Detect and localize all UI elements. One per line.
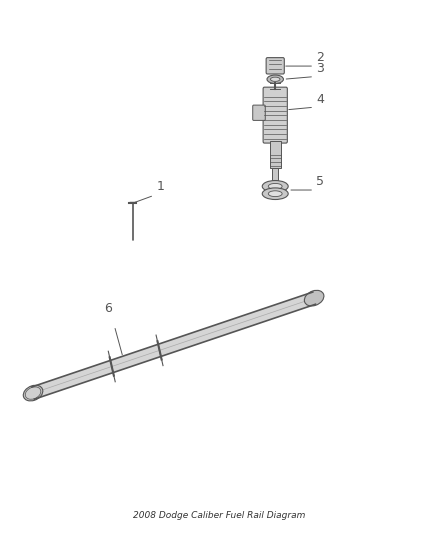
Ellipse shape (23, 385, 43, 401)
FancyBboxPatch shape (253, 105, 265, 120)
Ellipse shape (268, 191, 282, 197)
Ellipse shape (304, 290, 324, 306)
Text: 2: 2 (316, 52, 324, 64)
Text: 5: 5 (316, 175, 324, 189)
Text: 4: 4 (316, 93, 324, 106)
Text: 1: 1 (156, 180, 164, 192)
Text: 6: 6 (104, 302, 112, 315)
Text: 3: 3 (316, 62, 324, 75)
Ellipse shape (267, 75, 283, 84)
Ellipse shape (268, 183, 282, 189)
FancyBboxPatch shape (266, 58, 284, 74)
Text: 2008 Dodge Caliber Fuel Rail Diagram: 2008 Dodge Caliber Fuel Rail Diagram (133, 511, 305, 520)
FancyBboxPatch shape (263, 87, 287, 143)
FancyBboxPatch shape (270, 141, 281, 168)
Ellipse shape (270, 77, 280, 82)
Ellipse shape (25, 387, 41, 399)
Ellipse shape (262, 188, 288, 199)
Ellipse shape (262, 181, 288, 192)
PathPatch shape (32, 292, 315, 399)
FancyBboxPatch shape (272, 168, 278, 181)
